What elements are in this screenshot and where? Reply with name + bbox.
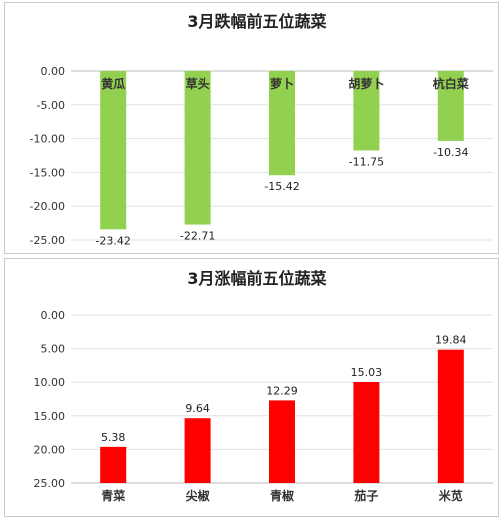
category-label: 茄子 <box>353 488 378 503</box>
y-tick-label: -5.00 <box>37 99 65 112</box>
bar <box>437 349 464 483</box>
data-label: 19.84 <box>435 334 467 347</box>
bar <box>269 400 295 483</box>
data-label: -11.75 <box>349 155 384 168</box>
category-label: 青菜 <box>101 488 125 503</box>
y-tick-label: 10.00 <box>34 376 66 389</box>
category-label: 萝卜 <box>270 76 294 91</box>
data-label: 5.38 <box>101 431 126 444</box>
bar <box>269 71 295 176</box>
decline-chart-panel: 3月跌幅前五位蔬菜 0.00 -5.00 -10.00 -15.00 -20.00 -25.… <box>4 2 499 254</box>
bar <box>437 71 464 141</box>
bar <box>100 446 127 483</box>
increase-chart: 3月涨幅前五位蔬菜 0.00 5.00 10.00 15.00 20.00 25.00 5.3… <box>34 269 493 503</box>
category-label: 米苋 <box>439 488 463 503</box>
data-label: -15.42 <box>264 180 299 193</box>
data-label: -23.42 <box>95 234 130 247</box>
y-tick-label: 0.00 <box>41 65 66 78</box>
data-label: -22.71 <box>180 230 215 243</box>
increase-chart-panel: 3月涨幅前五位蔬菜 0.00 5.00 10.00 15.00 20.00 25.00 5.3… <box>4 258 499 517</box>
y-tick-label: 25.00 <box>34 477 66 490</box>
bar <box>100 71 127 230</box>
data-label: 9.64 <box>185 402 210 415</box>
category-label: 青椒 <box>270 488 295 503</box>
data-label: 15.03 <box>351 366 383 379</box>
category-label: 杭白菜 <box>433 76 469 91</box>
data-label: 12.29 <box>266 384 298 397</box>
y-tick-label: -10.00 <box>30 133 65 146</box>
y-tick-label: -15.00 <box>30 166 65 179</box>
y-tick-label: 20.00 <box>34 443 66 456</box>
y-tick-label: -20.00 <box>30 200 65 213</box>
bar <box>353 71 380 151</box>
y-tick-label: 0.00 <box>41 309 66 322</box>
category-label: 草头 <box>186 76 210 91</box>
bar <box>353 381 380 483</box>
decline-chart: 3月跌幅前五位蔬菜 0.00 -5.00 -10.00 -15.00 -20.00 -25.… <box>30 12 493 247</box>
chart-title: 3月涨幅前五位蔬菜 <box>187 269 326 288</box>
category-label: 胡萝卜 <box>348 76 384 91</box>
bar <box>184 71 211 225</box>
category-label: 黄瓜 <box>101 76 125 91</box>
bar <box>184 418 211 483</box>
chart-title: 3月跌幅前五位蔬菜 <box>187 12 326 31</box>
data-label: -10.34 <box>433 146 468 159</box>
y-tick-label: 15.00 <box>34 410 66 423</box>
category-label: 尖椒 <box>186 488 211 503</box>
y-tick-label: -25.00 <box>30 234 65 247</box>
y-tick-label: 5.00 <box>41 343 66 356</box>
